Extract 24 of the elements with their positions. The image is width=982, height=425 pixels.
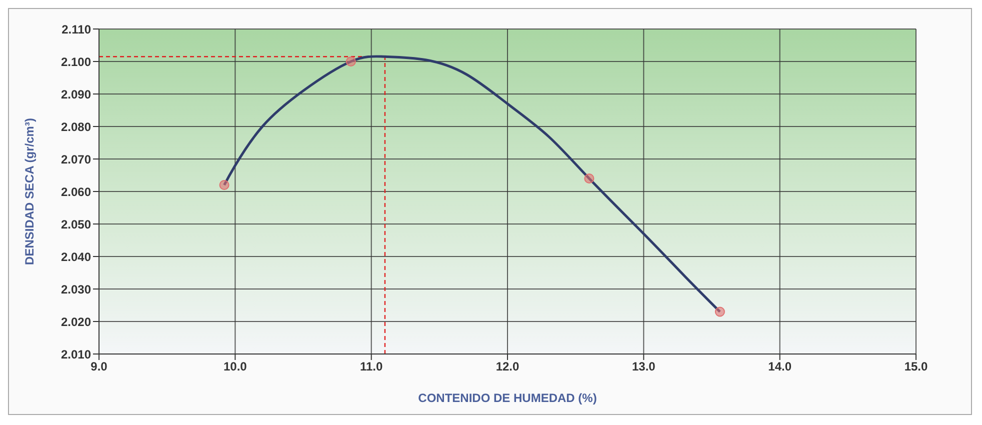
point <box>584 173 594 184</box>
y-tick-label: 2.050 <box>60 217 92 232</box>
y-tick-label: 2.040 <box>60 250 92 264</box>
x-tick-label: 14.0 <box>768 360 792 374</box>
y-tick-label: 2.010 <box>60 347 92 362</box>
y-tick-label: 2.080 <box>60 120 92 134</box>
y-tick-label: 2.070 <box>60 152 92 166</box>
y-tick-label: 2.030 <box>60 282 92 296</box>
x-tick-label: 15.0 <box>904 360 928 374</box>
x-tick-label: 13.0 <box>632 360 656 374</box>
point <box>219 180 230 190</box>
y-axis-title: DENSIDAD SECA (gr/cm³) <box>22 118 36 265</box>
point <box>346 56 356 67</box>
y-tick-label: 2.110 <box>62 22 92 36</box>
x-tick-label: 12.0 <box>496 360 520 374</box>
y-tick-label: 2.100 <box>60 54 92 69</box>
y-tick-label: 2.090 <box>60 87 92 102</box>
x-tick-label: 9.0 <box>90 360 108 374</box>
point <box>714 306 725 317</box>
x-axis-title: CONTENIDO DE HUMEDAD (%) <box>418 391 597 405</box>
x-tick-label: 10.0 <box>223 360 248 374</box>
x-tick-label: 11.0 <box>360 360 383 374</box>
y-tick-label: 2.060 <box>60 184 92 199</box>
y-tick-label: 2.020 <box>60 314 92 329</box>
